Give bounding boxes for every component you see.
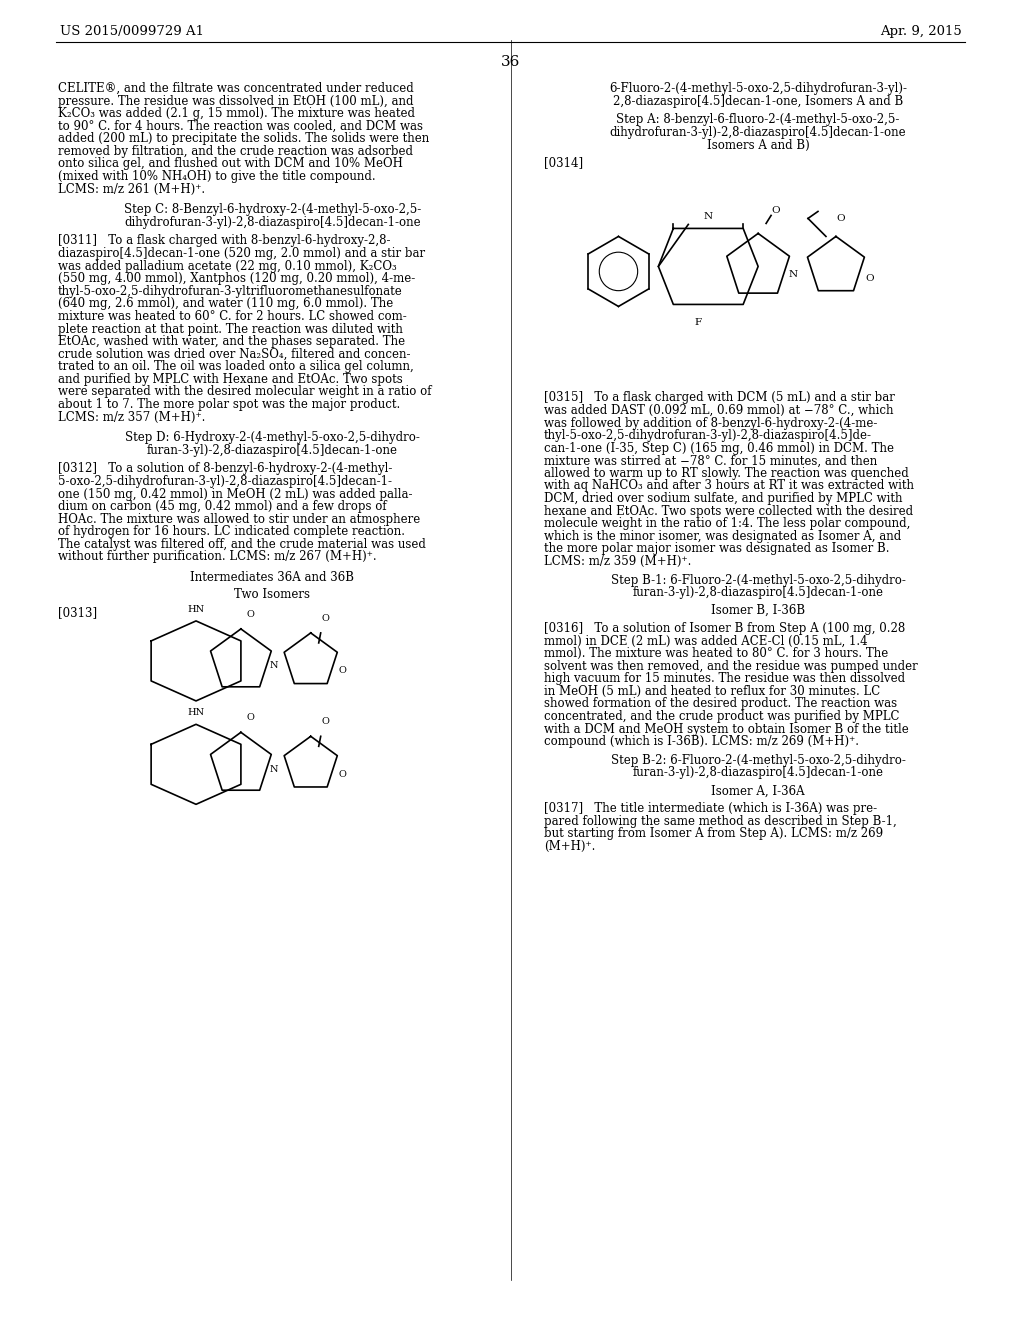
Text: but starting from Isomer A from Step A). LCMS: m/z 269: but starting from Isomer A from Step A).…	[544, 828, 883, 841]
Text: [0317]   The title intermediate (which is I-36A) was pre-: [0317] The title intermediate (which is …	[544, 803, 877, 816]
Text: and purified by MPLC with Hexane and EtOAc. Two spots: and purified by MPLC with Hexane and EtO…	[58, 372, 402, 385]
Text: 5-oxo-2,5-dihydrofuran-3-yl)-2,8-diazaspiro[4.5]decan-1-: 5-oxo-2,5-dihydrofuran-3-yl)-2,8-diazasp…	[58, 475, 392, 488]
Text: was added DAST (0.092 mL, 0.69 mmol) at −78° C., which: was added DAST (0.092 mL, 0.69 mmol) at …	[544, 404, 893, 417]
Text: [0314]: [0314]	[544, 156, 583, 169]
Text: Two Isomers: Two Isomers	[234, 587, 310, 601]
Text: [0311]   To a flask charged with 8-benzyl-6-hydroxy-2,8-: [0311] To a flask charged with 8-benzyl-…	[58, 235, 390, 247]
Text: LCMS: m/z 359 (M+H)⁺.: LCMS: m/z 359 (M+H)⁺.	[544, 554, 691, 568]
Text: molecule weight in the ratio of 1:4. The less polar compound,: molecule weight in the ratio of 1:4. The…	[544, 517, 910, 531]
Text: dihydrofuran-3-yl)-2,8-diazaspiro[4.5]decan-1-one: dihydrofuran-3-yl)-2,8-diazaspiro[4.5]de…	[610, 125, 906, 139]
Text: [0315]   To a flask charged with DCM (5 mL) and a stir bar: [0315] To a flask charged with DCM (5 mL…	[544, 392, 895, 404]
Text: mmol) in DCE (2 mL) was added ACE-Cl (0.15 mL, 1.4: mmol) in DCE (2 mL) was added ACE-Cl (0.…	[544, 635, 867, 648]
Text: with aq NaHCO₃ and after 3 hours at RT it was extracted with: with aq NaHCO₃ and after 3 hours at RT i…	[544, 479, 913, 492]
Text: were separated with the desired molecular weight in a ratio of: were separated with the desired molecula…	[58, 385, 431, 399]
Text: N: N	[703, 213, 713, 220]
Text: O: O	[772, 206, 780, 215]
Text: Intermediates 36A and 36B: Intermediates 36A and 36B	[190, 572, 354, 583]
Text: furan-3-yl)-2,8-diazaspiro[4.5]decan-1-one: furan-3-yl)-2,8-diazaspiro[4.5]decan-1-o…	[633, 586, 884, 599]
Text: solvent was then removed, and the residue was pumped under: solvent was then removed, and the residu…	[544, 660, 918, 673]
Text: O: O	[339, 667, 346, 676]
Text: O: O	[339, 770, 346, 779]
Text: to 90° C. for 4 hours. The reaction was cooled, and DCM was: to 90° C. for 4 hours. The reaction was …	[58, 120, 423, 133]
Text: pressure. The residue was dissolved in EtOH (100 mL), and: pressure. The residue was dissolved in E…	[58, 95, 414, 107]
Text: thyl-5-oxo-2,5-dihydrofuran-3-yl)-2,8-diazaspiro[4.5]de-: thyl-5-oxo-2,5-dihydrofuran-3-yl)-2,8-di…	[544, 429, 871, 442]
Text: mixture was stirred at −78° C. for 15 minutes, and then: mixture was stirred at −78° C. for 15 mi…	[544, 454, 877, 467]
Text: HN: HN	[187, 605, 205, 614]
Text: dihydrofuran-3-yl)-2,8-diazaspiro[4.5]decan-1-one: dihydrofuran-3-yl)-2,8-diazaspiro[4.5]de…	[124, 215, 421, 228]
Text: the more polar major isomer was designated as Isomer B.: the more polar major isomer was designat…	[544, 543, 889, 556]
Text: furan-3-yl)-2,8-diazaspiro[4.5]decan-1-one: furan-3-yl)-2,8-diazaspiro[4.5]decan-1-o…	[633, 767, 884, 780]
Text: Step B-2: 6-Fluoro-2-(4-methyl-5-oxo-2,5-dihydro-: Step B-2: 6-Fluoro-2-(4-methyl-5-oxo-2,5…	[610, 754, 905, 767]
Text: 36: 36	[501, 55, 520, 69]
Text: O: O	[865, 275, 874, 282]
Text: high vacuum for 15 minutes. The residue was then dissolved: high vacuum for 15 minutes. The residue …	[544, 672, 905, 685]
Text: allowed to warm up to RT slowly. The reaction was quenched: allowed to warm up to RT slowly. The rea…	[544, 467, 908, 480]
Text: [0313]: [0313]	[58, 606, 97, 619]
Text: HOAc. The mixture was allowed to stir under an atmosphere: HOAc. The mixture was allowed to stir un…	[58, 512, 420, 525]
Text: 6-Fluoro-2-(4-methyl-5-oxo-2,5-dihydrofuran-3-yl)-: 6-Fluoro-2-(4-methyl-5-oxo-2,5-dihydrofu…	[609, 82, 907, 95]
Text: added (200 mL) to precipitate the solids. The solids were then: added (200 mL) to precipitate the solids…	[58, 132, 429, 145]
Text: O: O	[247, 610, 255, 619]
Text: O: O	[837, 214, 845, 223]
Text: (640 mg, 2.6 mmol), and water (110 mg, 6.0 mmol). The: (640 mg, 2.6 mmol), and water (110 mg, 6…	[58, 297, 393, 310]
Text: dium on carbon (45 mg, 0.42 mmol) and a few drops of: dium on carbon (45 mg, 0.42 mmol) and a …	[58, 500, 386, 513]
Text: F: F	[694, 318, 701, 327]
Text: HN: HN	[187, 709, 205, 717]
Text: in MeOH (5 mL) and heated to reflux for 30 minutes. LC: in MeOH (5 mL) and heated to reflux for …	[544, 685, 880, 698]
Text: Step C: 8-Benzyl-6-hydroxy-2-(4-methyl-5-oxo-2,5-: Step C: 8-Benzyl-6-hydroxy-2-(4-methyl-5…	[124, 203, 421, 216]
Text: (M+H)⁺.: (M+H)⁺.	[544, 840, 595, 853]
Text: concentrated, and the crude product was purified by MPLC: concentrated, and the crude product was …	[544, 710, 899, 723]
Text: O: O	[247, 713, 255, 722]
Text: DCM, dried over sodium sulfate, and purified by MPLC with: DCM, dried over sodium sulfate, and puri…	[544, 492, 902, 506]
Text: (550 mg, 4.00 mmol), Xantphos (120 mg, 0.20 mmol), 4-me-: (550 mg, 4.00 mmol), Xantphos (120 mg, 0…	[58, 272, 415, 285]
Text: mixture was heated to 60° C. for 2 hours. LC showed com-: mixture was heated to 60° C. for 2 hours…	[58, 310, 407, 323]
Text: Isomer B, I-36B: Isomer B, I-36B	[711, 605, 805, 618]
Text: LCMS: m/z 261 (M+H)⁺.: LCMS: m/z 261 (M+H)⁺.	[58, 182, 205, 195]
Text: crude solution was dried over Na₂SO₄, filtered and concen-: crude solution was dried over Na₂SO₄, fi…	[58, 347, 411, 360]
Text: onto silica gel, and flushed out with DCM and 10% MeOH: onto silica gel, and flushed out with DC…	[58, 157, 402, 170]
Text: mmol). The mixture was heated to 80° C. for 3 hours. The: mmol). The mixture was heated to 80° C. …	[544, 647, 888, 660]
Text: N: N	[788, 269, 798, 279]
Text: Isomer A, I-36A: Isomer A, I-36A	[712, 784, 805, 797]
Text: LCMS: m/z 357 (M+H)⁺.: LCMS: m/z 357 (M+H)⁺.	[58, 411, 205, 424]
Text: thyl-5-oxo-2,5-dihydrofuran-3-yltrifluoromethanesulfonate: thyl-5-oxo-2,5-dihydrofuran-3-yltrifluor…	[58, 285, 402, 298]
Text: EtOAc, washed with water, and the phases separated. The: EtOAc, washed with water, and the phases…	[58, 335, 404, 348]
Text: CELITE®, and the filtrate was concentrated under reduced: CELITE®, and the filtrate was concentrat…	[58, 82, 414, 95]
Text: with a DCM and MeOH system to obtain Isomer B of the title: with a DCM and MeOH system to obtain Iso…	[544, 722, 908, 735]
Text: plete reaction at that point. The reaction was diluted with: plete reaction at that point. The reacti…	[58, 322, 402, 335]
Text: O: O	[322, 614, 330, 623]
Text: showed formation of the desired product. The reaction was: showed formation of the desired product.…	[544, 697, 897, 710]
Text: furan-3-yl)-2,8-diazaspiro[4.5]decan-1-one: furan-3-yl)-2,8-diazaspiro[4.5]decan-1-o…	[146, 444, 398, 457]
Text: O: O	[322, 717, 330, 726]
Text: N: N	[269, 764, 279, 774]
Text: Step B-1: 6-Fluoro-2-(4-methyl-5-oxo-2,5-dihydro-: Step B-1: 6-Fluoro-2-(4-methyl-5-oxo-2,5…	[610, 574, 905, 586]
Text: removed by filtration, and the crude reaction was adsorbed: removed by filtration, and the crude rea…	[58, 145, 413, 158]
Text: of hydrogen for 16 hours. LC indicated complete reaction.: of hydrogen for 16 hours. LC indicated c…	[58, 525, 404, 539]
Text: without further purification. LCMS: m/z 267 (M+H)⁺.: without further purification. LCMS: m/z …	[58, 550, 377, 564]
Text: The catalyst was filtered off, and the crude material was used: The catalyst was filtered off, and the c…	[58, 539, 426, 550]
Text: about 1 to 7. The more polar spot was the major product.: about 1 to 7. The more polar spot was th…	[58, 399, 400, 411]
Text: [0316]   To a solution of Isomer B from Step A (100 mg, 0.28: [0316] To a solution of Isomer B from St…	[544, 622, 905, 635]
Text: N: N	[269, 661, 279, 671]
Text: was followed by addition of 8-benzyl-6-hydroxy-2-(4-me-: was followed by addition of 8-benzyl-6-h…	[544, 417, 877, 429]
Text: 2,8-diazaspiro[4.5]decan-1-one, Isomers A and B: 2,8-diazaspiro[4.5]decan-1-one, Isomers …	[613, 95, 903, 107]
Text: which is the minor isomer, was designated as Isomer A, and: which is the minor isomer, was designate…	[544, 529, 901, 543]
Text: (mixed with 10% NH₄OH) to give the title compound.: (mixed with 10% NH₄OH) to give the title…	[58, 170, 376, 183]
Text: Step D: 6-Hydroxy-2-(4-methyl-5-oxo-2,5-dihydro-: Step D: 6-Hydroxy-2-(4-methyl-5-oxo-2,5-…	[125, 432, 420, 444]
Text: pared following the same method as described in Step B-1,: pared following the same method as descr…	[544, 814, 896, 828]
Text: US 2015/0099729 A1: US 2015/0099729 A1	[59, 25, 204, 38]
Text: K₂CO₃ was added (2.1 g, 15 mmol). The mixture was heated: K₂CO₃ was added (2.1 g, 15 mmol). The mi…	[58, 107, 415, 120]
Text: compound (which is I-36B). LCMS: m/z 269 (M+H)⁺.: compound (which is I-36B). LCMS: m/z 269…	[544, 735, 859, 748]
Text: Isomers A and B): Isomers A and B)	[707, 139, 810, 152]
Text: can-1-one (I-35, Step C) (165 mg, 0.46 mmol) in DCM. The: can-1-one (I-35, Step C) (165 mg, 0.46 m…	[544, 442, 894, 455]
Text: diazaspiro[4.5]decan-1-one (520 mg, 2.0 mmol) and a stir bar: diazaspiro[4.5]decan-1-one (520 mg, 2.0 …	[58, 247, 425, 260]
Text: trated to an oil. The oil was loaded onto a silica gel column,: trated to an oil. The oil was loaded ont…	[58, 360, 414, 374]
Text: Step A: 8-benzyl-6-fluoro-2-(4-methyl-5-oxo-2,5-: Step A: 8-benzyl-6-fluoro-2-(4-methyl-5-…	[616, 114, 900, 127]
Text: hexane and EtOAc. Two spots were collected with the desired: hexane and EtOAc. Two spots were collect…	[544, 504, 912, 517]
Text: was added palladium acetate (22 mg, 0.10 mmol), K₂CO₃: was added palladium acetate (22 mg, 0.10…	[58, 260, 396, 273]
Text: [0312]   To a solution of 8-benzyl-6-hydroxy-2-(4-methyl-: [0312] To a solution of 8-benzyl-6-hydro…	[58, 462, 392, 475]
Text: one (150 mg, 0.42 mmol) in MeOH (2 mL) was added palla-: one (150 mg, 0.42 mmol) in MeOH (2 mL) w…	[58, 487, 413, 500]
Text: Apr. 9, 2015: Apr. 9, 2015	[880, 25, 962, 38]
